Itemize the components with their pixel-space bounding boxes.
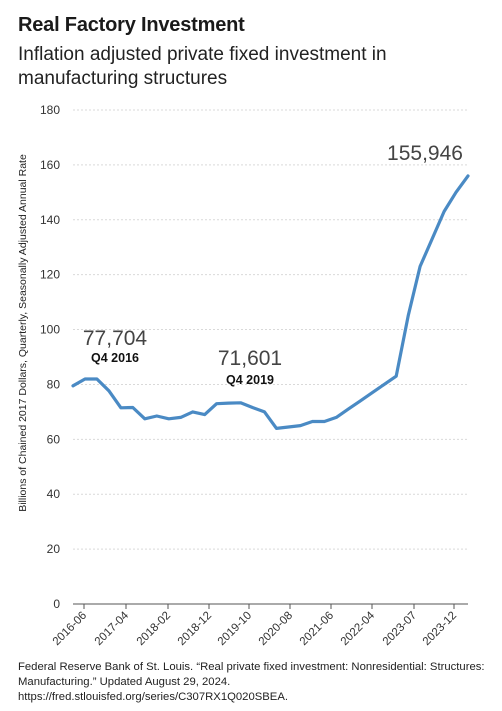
x-tick-label: 2021-06 bbox=[298, 610, 336, 648]
annotation-value: 71,601 bbox=[218, 347, 282, 370]
y-tick-label: 160 bbox=[40, 158, 60, 172]
chart-subtitle: Inflation adjusted private fixed investm… bbox=[18, 44, 387, 89]
annotation-label: Q4 2019 bbox=[226, 373, 274, 387]
gridlines bbox=[73, 109, 468, 605]
y-tick-label: 20 bbox=[47, 542, 61, 556]
y-axis-label: Billions of Chained 2017 Dollars, Quarte… bbox=[17, 154, 29, 512]
x-tick-label: 2018-12 bbox=[176, 610, 214, 648]
y-tick-label: 0 bbox=[53, 597, 60, 611]
x-tick-label: 2022-04 bbox=[339, 609, 378, 648]
x-tick-label: 2018-02 bbox=[135, 610, 173, 648]
x-tick-label: 2023-12 bbox=[421, 610, 459, 648]
x-tick-label: 2020-08 bbox=[257, 610, 295, 648]
y-tick-label: 40 bbox=[47, 487, 61, 501]
x-tick-label: 2016-06 bbox=[51, 610, 89, 648]
y-tick-label: 180 bbox=[40, 103, 60, 117]
annotation-label: Q4 2016 bbox=[91, 351, 139, 365]
y-tick-label: 100 bbox=[40, 323, 60, 337]
y-tick-labels: 0 20 40 60 80 100 120 140 160 180 bbox=[40, 103, 60, 611]
y-tick-label: 120 bbox=[40, 268, 60, 282]
annotation-value: 155,946 bbox=[387, 142, 463, 165]
series-group bbox=[71, 174, 470, 430]
y-tick-label: 140 bbox=[40, 213, 60, 227]
series-line bbox=[71, 174, 470, 430]
source-note: Federal Reserve Bank of St. Louis. “Real… bbox=[18, 661, 485, 703]
x-tick-label: 2019-10 bbox=[216, 610, 254, 648]
chart-title: Real Factory Investment bbox=[18, 14, 245, 36]
y-tick-label: 80 bbox=[47, 377, 61, 391]
x-tick-label: 2023-07 bbox=[381, 610, 419, 648]
annotation-value: 77,704 bbox=[83, 327, 148, 350]
x-tick-label: 2017-04 bbox=[93, 609, 132, 648]
x-axis: 2016-06 2017-04 2018-02 2018-12 2019-10 2020-… bbox=[51, 604, 459, 648]
y-tick-label: 60 bbox=[47, 432, 61, 446]
